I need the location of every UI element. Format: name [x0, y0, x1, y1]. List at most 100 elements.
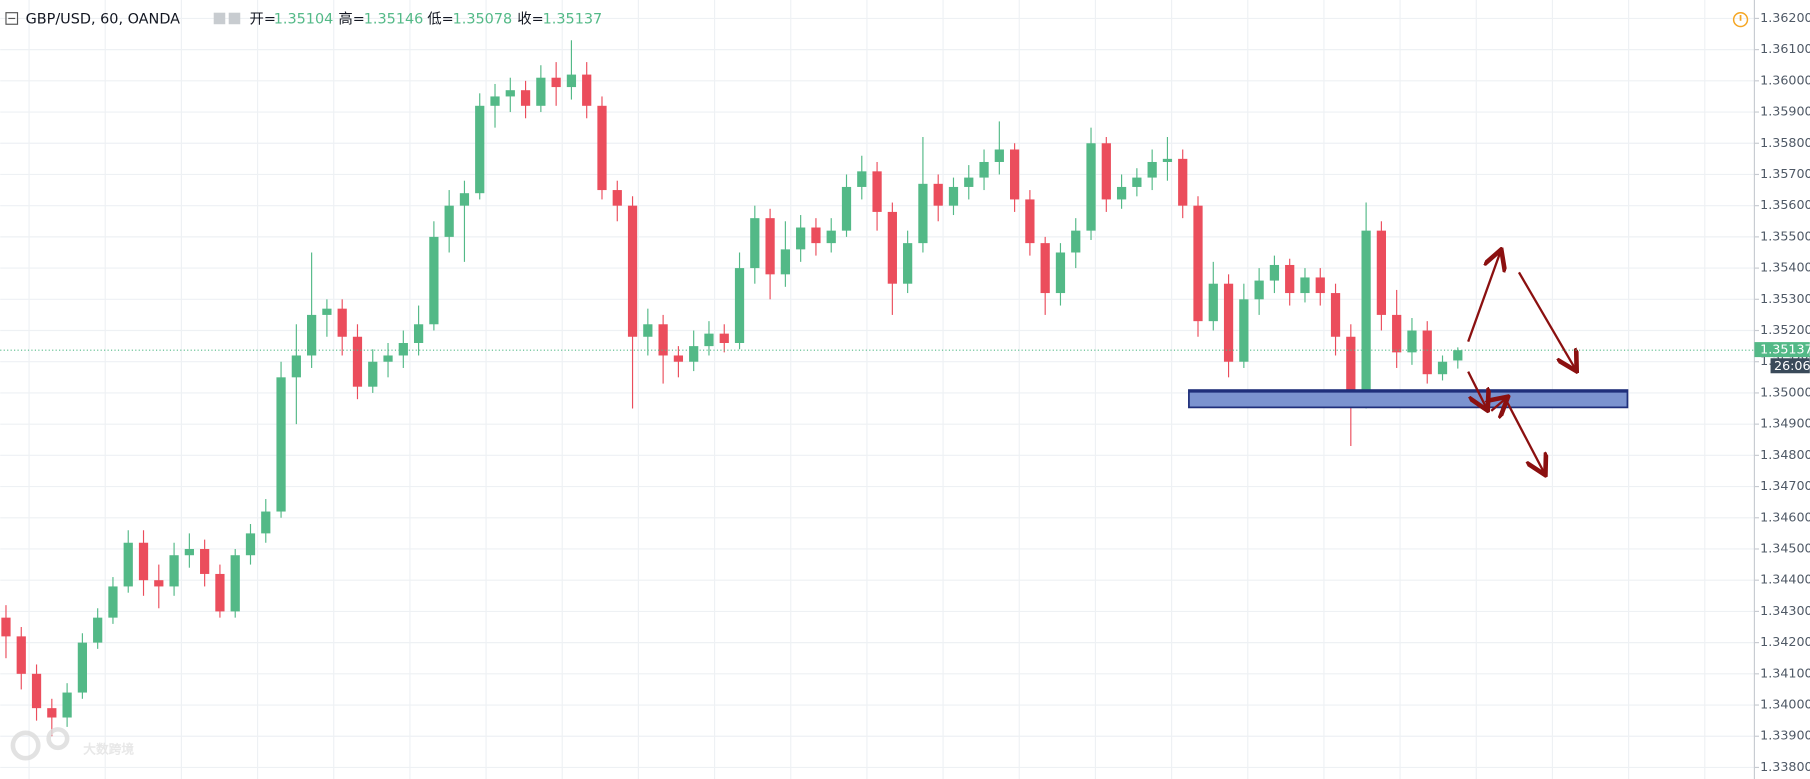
candle-body [93, 617, 103, 643]
y-tick-label: 1.33900 [1760, 728, 1810, 743]
candle-body [1208, 283, 1218, 322]
y-tick-label: 1.35200 [1760, 322, 1810, 337]
y-tick-label: 1.35800 [1760, 135, 1810, 150]
warning-icon[interactable] [1732, 11, 1749, 28]
y-tick-label: 1.35400 [1760, 260, 1810, 275]
candle-body [307, 314, 317, 356]
candle-body [627, 205, 638, 337]
candle-body [1437, 361, 1448, 375]
candle-body [1254, 280, 1264, 300]
candle-body [1009, 149, 1020, 200]
candle-body [704, 333, 714, 347]
candle-body [1040, 243, 1050, 294]
candle-body [352, 336, 363, 387]
candle-body [154, 580, 164, 587]
y-axis: 1.33800 1.33900 1.34000 1.34100 1.34200 1.343… [1754, 10, 1810, 774]
candle-body [475, 105, 485, 194]
annotations [1188, 252, 1629, 474]
candle-body [123, 542, 133, 587]
watermark-logo [10, 730, 41, 761]
candle-body [337, 308, 347, 337]
candle-body [887, 211, 897, 284]
candle-body [948, 186, 959, 206]
y-tick-label: 1.35600 [1760, 197, 1810, 212]
candle-body [597, 105, 607, 191]
watermark-text: 大数跨境 [83, 742, 134, 757]
candle-body [1315, 277, 1325, 294]
watermark-logo [46, 727, 70, 751]
y-tick-label: 1.33800 [1760, 759, 1810, 774]
y-tick-label: 1.34400 [1760, 572, 1810, 587]
close-label: 收= [517, 11, 543, 28]
candle-body [138, 542, 149, 581]
y-tick-label: 1.35900 [1760, 104, 1810, 119]
candle-body [16, 636, 26, 674]
candle-body [398, 342, 408, 356]
candle-body [1330, 293, 1341, 337]
candle-body [857, 171, 867, 187]
candle-body [429, 236, 439, 325]
candle-body [1300, 277, 1310, 294]
candle-body [200, 548, 210, 574]
countdown-tag [1770, 358, 1810, 374]
candle-body [765, 218, 775, 275]
candle-body [1101, 143, 1111, 200]
low-value: 1.35078 [453, 12, 513, 28]
arrow-retest [1467, 371, 1486, 409]
candle-body [1178, 158, 1188, 206]
candle-body [903, 243, 913, 284]
last-price-tag [1754, 342, 1810, 358]
candle-body [245, 533, 256, 556]
candle-body [933, 183, 943, 206]
candle-body [520, 90, 531, 106]
candle-body [1223, 283, 1234, 362]
candle-body [1422, 330, 1432, 375]
candle-body [1361, 230, 1371, 400]
last-price-label: 1.35137 [1760, 342, 1810, 357]
candle-body [1376, 230, 1387, 315]
candle-body [994, 149, 1004, 162]
y-tick-label: 1.35500 [1760, 228, 1810, 243]
watermark: 大数跨境 [10, 727, 134, 761]
candle-body [490, 96, 500, 106]
arrow-up [1467, 252, 1500, 342]
price-axis [1754, 0, 1810, 779]
candle-body [1116, 186, 1127, 200]
candle-body [612, 190, 622, 206]
candle-body [459, 193, 470, 206]
candle-body [734, 268, 745, 343]
header: GBP/USD, 60, OANDA 开= 1.35104 高= 1.35146… [5, 11, 1749, 28]
y-tick-label: 1.34000 [1760, 697, 1810, 712]
y-tick-label: 1.35000 [1760, 384, 1810, 399]
y-tick-label: 1.35300 [1760, 291, 1810, 306]
y-tick-label: 1.34500 [1760, 540, 1810, 555]
candle-body [1269, 264, 1280, 281]
candle-body [31, 673, 42, 709]
candle-body [673, 355, 684, 362]
candle-body [1346, 336, 1356, 400]
icon [228, 12, 241, 25]
candle-body [1239, 299, 1249, 362]
candle-body [261, 511, 271, 534]
candle-body [505, 90, 515, 97]
y-tick-label: 1.34200 [1760, 634, 1810, 649]
candle-body [383, 355, 393, 362]
candle-body [1392, 314, 1402, 353]
candle-body [215, 573, 225, 612]
candle-body [719, 333, 729, 343]
candle-body [536, 77, 546, 106]
open-label: 开= [249, 12, 275, 28]
candle-body [444, 205, 454, 237]
candle-body [1071, 230, 1081, 253]
candle-body [1, 617, 11, 637]
candle-body [47, 708, 57, 718]
candle-body [1025, 199, 1035, 244]
candle-body [780, 249, 790, 275]
candle-body [108, 586, 118, 618]
candle-body [918, 183, 928, 244]
y-tick-label: 1.34700 [1760, 478, 1810, 493]
candle-body [826, 230, 836, 244]
y-tick-label: 1.36200 [1760, 10, 1810, 25]
y-tick-label: 1.34800 [1760, 447, 1810, 462]
y-tick-label: 1.36100 [1760, 41, 1810, 56]
